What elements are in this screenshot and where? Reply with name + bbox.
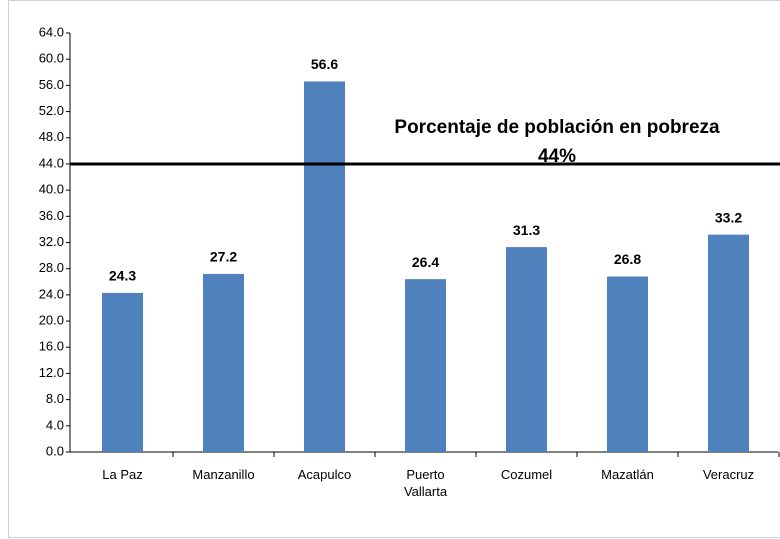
bar xyxy=(506,247,547,452)
value-label: 26.8 xyxy=(614,251,641,267)
y-tick-label: 36.0 xyxy=(39,208,64,223)
value-label: 33.2 xyxy=(715,209,742,225)
y-tick-label: 56.0 xyxy=(39,77,64,92)
y-tick-label: 44.0 xyxy=(39,155,64,170)
y-tick-label: 64.0 xyxy=(39,24,64,39)
reference-label: Porcentaje de población en pobreza xyxy=(394,117,720,138)
value-label: 27.2 xyxy=(210,249,237,265)
bar xyxy=(708,234,749,452)
y-tick-label: 40.0 xyxy=(39,182,64,197)
bar xyxy=(607,276,648,452)
value-label: 56.6 xyxy=(311,56,338,72)
y-tick-label: 32.0 xyxy=(39,234,64,249)
y-tick-label: 28.0 xyxy=(39,260,64,275)
y-tick-label: 8.0 xyxy=(46,391,64,406)
x-tick-label: Veracruz xyxy=(702,467,755,482)
bar xyxy=(405,279,446,452)
y-tick-label: 48.0 xyxy=(39,129,64,144)
x-tick-label: La Paz xyxy=(102,467,143,482)
y-tick-label: 0.0 xyxy=(46,443,64,458)
value-label: 26.4 xyxy=(412,254,439,270)
y-tick-label: 4.0 xyxy=(46,417,64,432)
x-tick-label: Puerto Vallarta xyxy=(403,467,448,499)
bar xyxy=(203,273,244,452)
y-tick-label: 52.0 xyxy=(39,103,64,118)
y-tick-label: 20.0 xyxy=(39,313,64,328)
chart-frame xyxy=(8,0,780,538)
y-tick-label: 24.0 xyxy=(39,286,64,301)
x-tick-label: Mazatlán xyxy=(601,467,654,482)
value-label: 24.3 xyxy=(109,268,136,284)
y-tick-label: 16.0 xyxy=(39,339,64,354)
value-label: 31.3 xyxy=(513,222,540,238)
y-tick-label: 60.0 xyxy=(39,51,64,66)
y-tick-label: 12.0 xyxy=(39,365,64,380)
x-tick-label: Acapulco xyxy=(297,467,352,482)
bar xyxy=(304,81,345,453)
bar xyxy=(102,292,143,452)
reference-value-label: 44% xyxy=(538,146,576,167)
x-tick-label: Manzanillo xyxy=(192,467,255,482)
x-tick-label: Cozumel xyxy=(500,467,553,482)
